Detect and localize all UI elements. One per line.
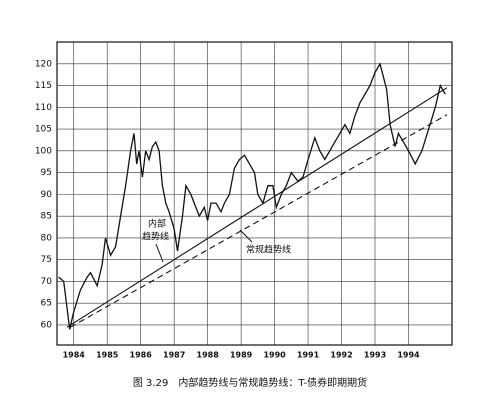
annotation: 趋势线 xyxy=(142,231,169,243)
y-tick-label: 100 xyxy=(35,146,52,156)
trendline xyxy=(66,87,448,328)
x-tick-label: 1987 xyxy=(163,351,185,360)
y-tick-label: 115 xyxy=(35,81,52,91)
y-tick-label: 65 xyxy=(41,299,52,309)
price-line xyxy=(58,62,446,330)
caption: 图 3.29 内部趋势线与常规趋势线：T-债券即期期货 xyxy=(133,376,367,389)
y-tick-label: 120 xyxy=(35,59,52,69)
y-tick-label: 70 xyxy=(41,277,53,287)
x-tick-label: 1988 xyxy=(197,351,220,360)
x-tick-label: 1985 xyxy=(96,351,119,360)
y-tick-label: 105 xyxy=(35,125,52,135)
y-tick-label: 75 xyxy=(41,255,52,265)
y-tick-label: 80 xyxy=(41,233,53,243)
x-tick-label: 1990 xyxy=(263,351,286,360)
x-tick-label: 1993 xyxy=(364,351,386,360)
plot-frame xyxy=(56,41,453,346)
trendline xyxy=(70,114,448,328)
y-tick-label: 95 xyxy=(41,168,52,178)
x-tick-label: 1991 xyxy=(297,351,320,360)
annotation-arrow xyxy=(239,229,253,243)
y-tick-label: 60 xyxy=(41,320,53,330)
x-tick-label: 1984 xyxy=(63,351,86,360)
annotation: 常规趋势线 xyxy=(246,244,291,256)
x-tick-label: 1992 xyxy=(330,351,352,360)
x-tick-label: 1994 xyxy=(397,351,420,360)
annotation: 内部 xyxy=(148,218,166,230)
y-tick-label: 110 xyxy=(35,103,52,113)
annotation-arrow xyxy=(155,243,164,263)
y-tick-label: 90 xyxy=(41,190,53,200)
x-tick-label: 1986 xyxy=(130,351,153,360)
x-tick-label: 1989 xyxy=(230,351,253,360)
y-tick-label: 85 xyxy=(41,212,52,222)
